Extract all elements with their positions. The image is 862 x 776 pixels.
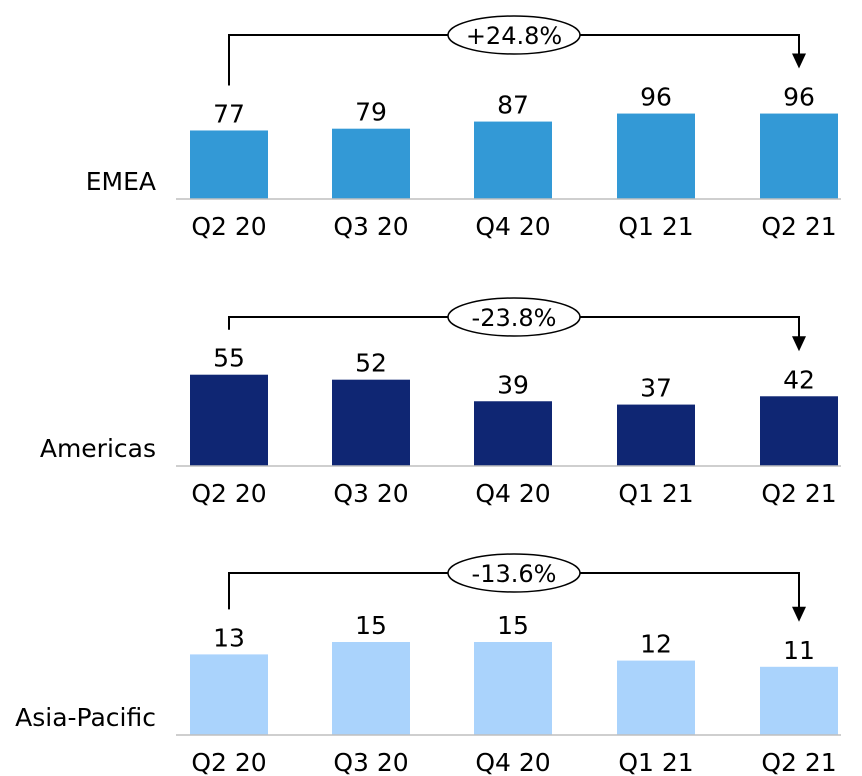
region-label: Asia-Pacific <box>15 703 156 732</box>
bar <box>332 128 410 199</box>
bar-value-label: 15 <box>497 611 529 640</box>
change-badge <box>447 553 581 593</box>
bar-value-label: 87 <box>497 91 529 120</box>
bar <box>474 401 552 466</box>
region-label: EMEA <box>86 167 156 196</box>
bar <box>190 374 268 466</box>
x-tick-label: Q3 20 <box>333 212 408 241</box>
bar <box>474 121 552 199</box>
bar-value-label: 11 <box>783 636 815 665</box>
bar <box>474 642 552 735</box>
bar <box>332 379 410 466</box>
x-tick-label: Q4 20 <box>475 479 550 508</box>
x-tick-label: Q1 21 <box>618 479 693 508</box>
arrow-down-icon <box>792 336 806 352</box>
x-tick-label: Q2 21 <box>761 479 836 508</box>
bar-value-label: 15 <box>355 611 387 640</box>
arrow-down-icon <box>792 53 806 69</box>
bar <box>332 642 410 735</box>
bar-value-label: 42 <box>783 365 815 394</box>
region-label: Americas <box>40 434 156 463</box>
arrow-down-icon <box>792 606 806 622</box>
bar <box>760 666 838 735</box>
bar-value-label: 37 <box>640 374 672 403</box>
bar <box>190 654 268 735</box>
bar <box>617 660 695 735</box>
x-tick-label: Q1 21 <box>618 748 693 776</box>
x-tick-label: Q3 20 <box>333 748 408 776</box>
x-tick-label: Q3 20 <box>333 479 408 508</box>
change-label: +24.8% <box>466 22 562 50</box>
x-tick-label: Q2 20 <box>191 212 266 241</box>
bar <box>190 130 268 199</box>
change-badge <box>447 297 581 337</box>
change-label: -13.6% <box>472 560 557 588</box>
x-tick-label: Q1 21 <box>618 212 693 241</box>
bar <box>760 113 838 199</box>
change-badge <box>447 15 581 55</box>
x-tick-label: Q2 21 <box>761 212 836 241</box>
change-label: -23.8% <box>472 304 557 332</box>
x-tick-label: Q2 20 <box>191 479 266 508</box>
x-tick-label: Q2 20 <box>191 748 266 776</box>
bar <box>617 404 695 466</box>
chart-panel-asia-pacific: 13 Q2 20 15 Q3 20 15 Q4 20 12 Q1 21 11 Q2 21 Asia-… <box>15 553 841 776</box>
bar-value-label: 55 <box>213 344 245 373</box>
bar-value-label: 12 <box>640 630 672 659</box>
x-tick-label: Q4 20 <box>475 212 550 241</box>
chart-panel-emea: 77 Q2 20 79 Q3 20 87 Q4 20 96 Q1 21 96 Q2 21 EMEA +… <box>86 15 841 241</box>
bar-value-label: 39 <box>497 370 529 399</box>
x-tick-label: Q4 20 <box>475 748 550 776</box>
bar-value-label: 79 <box>355 98 387 127</box>
bar-value-label: 96 <box>640 83 672 112</box>
chart-panel-americas: 55 Q2 20 52 Q3 20 39 Q4 20 37 Q1 21 42 Q2 21 Ameri… <box>40 297 841 508</box>
bar-value-label: 13 <box>213 623 245 652</box>
bar-value-label: 77 <box>213 99 245 128</box>
bar <box>760 396 838 466</box>
x-tick-label: Q2 21 <box>761 748 836 776</box>
bar-value-label: 96 <box>783 83 815 112</box>
bar-value-label: 52 <box>355 349 387 378</box>
bar <box>617 113 695 199</box>
